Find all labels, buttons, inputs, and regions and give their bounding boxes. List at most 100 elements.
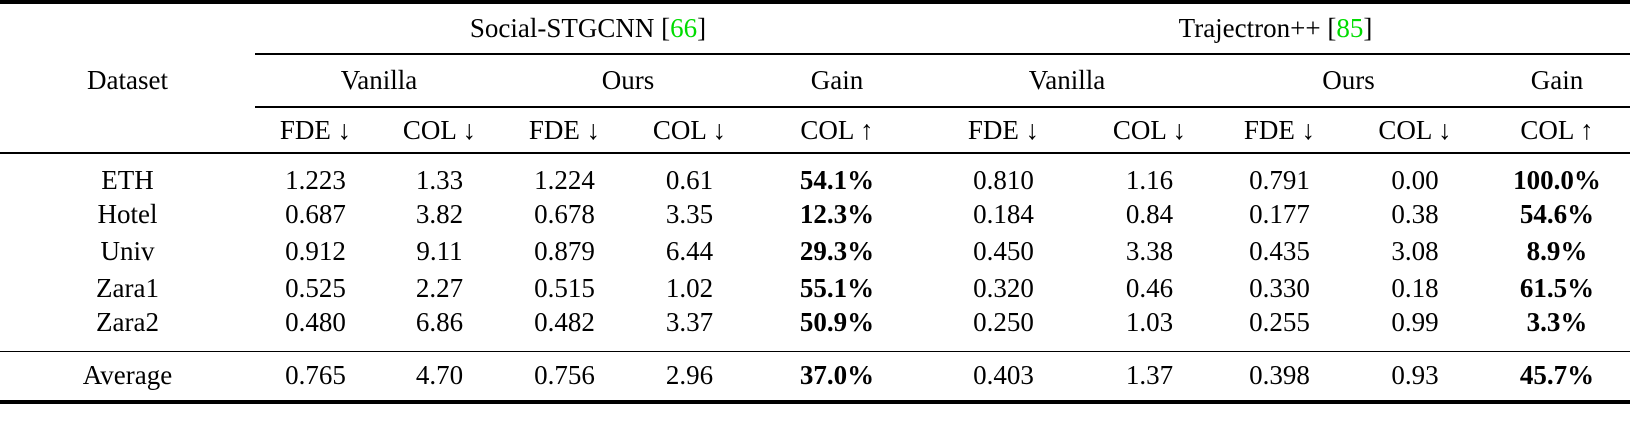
dataset-cell: Hotel	[97, 199, 158, 229]
citation-link-85[interactable]: 85	[1336, 13, 1364, 43]
metric-header-fde-down: FDE ↓	[255, 107, 376, 154]
gain-cell: 8.9%	[1526, 236, 1588, 266]
citation-bracket-open: [	[1327, 13, 1337, 43]
gain-cell: 37.0%	[753, 351, 921, 402]
metric-cell: 3.37	[665, 307, 714, 337]
metric-cell: 0.398	[1213, 351, 1346, 402]
gain-cell: 12.3%	[799, 199, 875, 229]
table-row-univ: Univ 0.912 9.11 0.879 6.44 29.3% 0.450 3…	[0, 233, 1630, 270]
metric-header-col-up: COL ↑	[753, 107, 921, 154]
dataset-cell: Univ	[100, 236, 155, 266]
metric-cell: 3.35	[665, 199, 714, 229]
gain-cell: 50.9%	[799, 307, 875, 337]
metric-cell: 0.450	[973, 236, 1034, 266]
metric-cell: 0.435	[1249, 236, 1310, 266]
metric-cell: 0.255	[1249, 307, 1310, 337]
method-group-header-row: Social-STGCNN [66] Trajectron++ [85]	[0, 2, 1630, 55]
table-row-zara2: Zara2 0.480 6.86 0.482 3.37 50.9% 0.250 …	[0, 307, 1630, 352]
metric-cell: 0.525	[285, 273, 346, 303]
group-header-social-stgcnn: Social-STGCNN [66]	[255, 2, 921, 55]
metric-cell: 0.320	[973, 273, 1034, 303]
gain-cell: 61.5%	[1519, 273, 1595, 303]
metric-header-col-down: COL ↓	[1346, 107, 1484, 154]
metric-header-fde-down: FDE ↓	[921, 107, 1086, 154]
metric-cell: 3.08	[1391, 236, 1439, 266]
dataset-cell: ETH	[101, 165, 154, 195]
metric-cell: 0.93	[1346, 351, 1484, 402]
metric-cell: 3.38	[1125, 236, 1174, 266]
method-name: Social-STGCNN	[469, 13, 655, 43]
metric-cell: 0.46	[1125, 273, 1174, 303]
metric-header-row: FDE ↓ COL ↓ FDE ↓ COL ↓ COL ↑ FDE ↓ COL …	[0, 107, 1630, 154]
metric-cell: 2.96	[626, 351, 753, 402]
metric-cell: 0.403	[921, 351, 1086, 402]
metric-cell: 0.515	[534, 273, 595, 303]
metric-cell: 0.177	[1249, 199, 1310, 229]
metric-header-fde-down: FDE ↓	[1213, 107, 1346, 154]
metric-cell: 0.61	[665, 165, 714, 195]
metric-cell: 0.912	[285, 236, 346, 266]
metric-cell: 0.482	[534, 307, 595, 337]
metric-cell: 1.16	[1125, 165, 1174, 195]
metric-header-col-down: COL ↓	[626, 107, 753, 154]
empty-metric-cell	[0, 107, 255, 154]
metric-cell: 4.70	[376, 351, 503, 402]
metric-header-fde-down: FDE ↓	[503, 107, 626, 154]
metric-cell: 0.765	[255, 351, 376, 402]
metric-cell: 0.99	[1391, 307, 1439, 337]
metric-cell: 0.00	[1391, 165, 1439, 195]
table-row-average: Average 0.765 4.70 0.756 2.96 37.0% 0.40…	[0, 351, 1630, 402]
gain-cell: 3.3%	[1526, 307, 1588, 337]
subheader-ours-tpp: Ours	[1213, 54, 1484, 108]
dataset-cell: Zara1	[96, 273, 159, 303]
metric-cell: 1.02	[665, 273, 714, 303]
gain-cell: 54.1%	[799, 165, 875, 195]
dataset-cell: Zara2	[96, 307, 159, 337]
metric-cell: 0.250	[973, 307, 1034, 337]
metric-cell: 0.879	[534, 236, 595, 266]
dataset-cell: Average	[0, 351, 255, 402]
citation-bracket-open: [	[661, 13, 671, 43]
table-row-zara1: Zara1 0.525 2.27 0.515 1.02 55.1% 0.320 …	[0, 270, 1630, 307]
gain-cell: 55.1%	[799, 273, 875, 303]
metric-cell: 3.82	[415, 199, 464, 229]
gain-cell: 45.7%	[1484, 351, 1630, 402]
subheader-vanilla-tpp: Vanilla	[921, 54, 1213, 108]
metric-cell: 1.37	[1086, 351, 1213, 402]
gain-cell: 54.6%	[1519, 199, 1595, 229]
metric-cell: 0.810	[973, 165, 1034, 195]
metric-cell: 0.330	[1249, 273, 1310, 303]
metric-cell: 6.44	[665, 236, 714, 266]
metric-cell: 0.184	[973, 199, 1034, 229]
metric-cell: 1.33	[415, 165, 464, 195]
metric-header-col-up: COL ↑	[1484, 107, 1630, 154]
metric-cell: 1.224	[534, 165, 595, 195]
metric-cell: 0.38	[1391, 199, 1439, 229]
metric-cell: 0.687	[285, 199, 346, 229]
results-table: Social-STGCNN [66] Trajectron++ [85] Dat…	[0, 0, 1630, 404]
metric-cell: 0.480	[285, 307, 346, 337]
metric-cell: 0.791	[1249, 165, 1310, 195]
metric-cell: 0.84	[1125, 199, 1174, 229]
gain-cell: 29.3%	[799, 236, 875, 266]
metric-cell: 0.678	[534, 199, 595, 229]
subheader-gain-sg: Gain	[753, 54, 921, 108]
metric-cell: 9.11	[416, 236, 463, 266]
metric-cell: 2.27	[415, 273, 464, 303]
empty-corner-cell	[0, 2, 255, 54]
dataset-column-header: Dataset	[87, 65, 168, 95]
metric-cell: 1.223	[285, 165, 346, 195]
citation-bracket-close: ]	[697, 13, 707, 43]
table-row-hotel: Hotel 0.687 3.82 0.678 3.35 12.3% 0.184 …	[0, 196, 1630, 233]
metric-cell: 1.03	[1125, 307, 1174, 337]
method-name: Trajectron++	[1178, 13, 1321, 43]
subheader-ours-sg: Ours	[503, 54, 753, 108]
table-row-eth: ETH 1.223 1.33 1.224 0.61 54.1% 0.810 1.…	[0, 153, 1630, 196]
metric-cell: 6.86	[415, 307, 464, 337]
variant-header-row: Dataset Vanilla Ours Gain Vanilla Ours G…	[0, 54, 1630, 108]
metric-header-col-down: COL ↓	[376, 107, 503, 154]
citation-bracket-close: ]	[1363, 13, 1373, 43]
citation-link-66[interactable]: 66	[670, 13, 698, 43]
gain-cell: 100.0%	[1513, 165, 1601, 195]
